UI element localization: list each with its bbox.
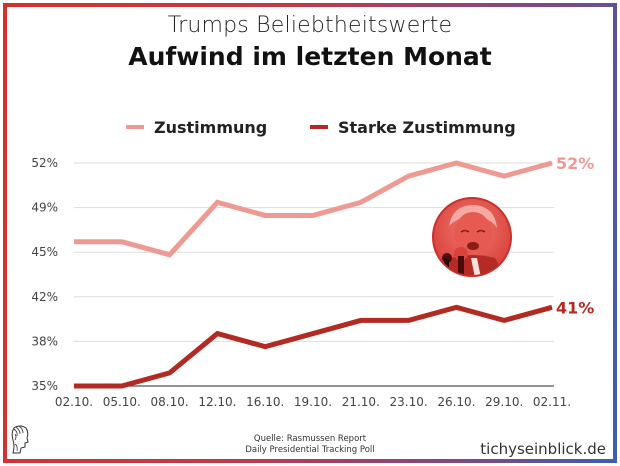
- legend-swatch-starke-zustimmung: [310, 125, 328, 129]
- legend-item-zustimmung: Zustimmung: [126, 115, 267, 139]
- y-tick-label: 52%: [31, 156, 58, 170]
- y-tick-label: 35%: [31, 379, 58, 393]
- y-tick-label: 45%: [31, 245, 58, 259]
- brand-name: tichyseinblick.de: [480, 440, 606, 458]
- legend-label-zustimmung: Zustimmung: [154, 117, 268, 137]
- series-lines: [73, 160, 553, 389]
- end-labels: 52% 41%: [556, 154, 594, 317]
- y-tick-label: 38%: [31, 334, 58, 348]
- y-axis-ticks: 52% 49% 45% 42% 38% 35%: [31, 156, 58, 393]
- x-tick-label: 29.10.: [485, 395, 523, 409]
- trump-portrait: [432, 197, 512, 277]
- legend-label-starke-zustimmung: Starke Zustimmung: [338, 117, 516, 137]
- legend-item-starke-zustimmung: Starke Zustimmung: [310, 115, 516, 139]
- legend: Zustimmung Starke Zustimmung: [0, 115, 620, 139]
- end-label-starke-zustimmung: 41%: [556, 298, 594, 317]
- end-label-zustimmung: 52%: [556, 154, 594, 173]
- x-tick-label: 16.10.: [246, 395, 284, 409]
- x-tick-label: 02.10.: [55, 395, 93, 409]
- y-tick-label: 49%: [31, 201, 58, 215]
- x-tick-label: 23.10.: [390, 395, 428, 409]
- legend-swatch-zustimmung: [126, 125, 144, 129]
- x-axis-ticks: 02.10. 05.10. 08.10. 12.10. 16.10. 19.10. 21.1…: [55, 395, 571, 409]
- source-line-1: Quelle: Rasmussen Report: [253, 434, 367, 444]
- series-line-starke-zustimmung: [74, 304, 553, 389]
- source-line-2: Daily Presidential Tracking Poll: [245, 445, 375, 455]
- y-tick-label: 42%: [31, 290, 58, 304]
- x-tick-label: 26.10.: [437, 395, 475, 409]
- source-note: Quelle: Rasmussen Report Daily President…: [0, 434, 620, 456]
- x-tick-label: 02.11.: [533, 395, 571, 409]
- chart-subtitle: Aufwind im letzten Monat: [128, 42, 492, 71]
- x-tick-label: 19.10.: [294, 395, 332, 409]
- classical-head-logo-icon: [11, 425, 29, 454]
- x-tick-label: 21.10.: [342, 395, 380, 409]
- x-tick-label: 12.10.: [198, 395, 236, 409]
- x-tick-label: 05.10.: [103, 395, 141, 409]
- x-tick-label: 08.10.: [151, 395, 189, 409]
- chart-title: Trumps Beliebtheitswerte: [167, 13, 453, 38]
